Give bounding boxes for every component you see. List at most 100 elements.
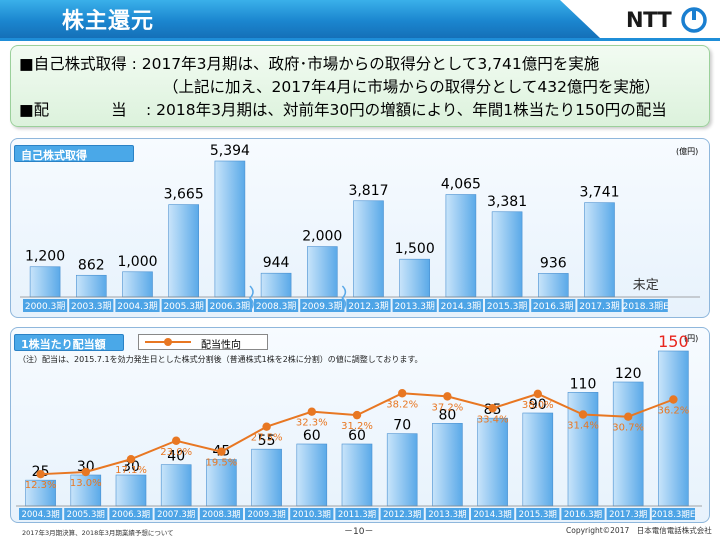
buyback-value-label: 3,665 [164,187,204,203]
buyback-tick-label: 2004.3期 [117,301,158,312]
payout-ratio-point [578,410,588,419]
buyback-bar [399,258,431,298]
buyback-tick-bg [392,299,437,312]
dividend-tick-bg [516,508,560,520]
buyback-tick-label: 2005.3期 [163,301,204,312]
buyback-value-label: 1,200 [25,249,65,265]
payout-ratio-label: 33.4% [477,414,509,425]
summary-buyback-line: ■自己株式取得 : 2017年3月期は、政府･市場からの取得分として3,741億… [19,55,600,73]
buyback-bar [260,272,292,298]
buyback-tick-label: 2017.3期 [579,301,620,312]
legend: 配当性向 [138,334,268,351]
dividend-value-label: 110 [570,376,597,392]
dividend-bar [70,474,102,507]
dividend-tick-bg [606,508,650,520]
dividend-tick-label: 2006.3期 [112,510,150,520]
buyback-tick-bg [23,299,68,312]
dividend-bar [341,443,373,507]
buyback-value-label: 4,065 [441,177,481,193]
buyback-tick-label: 2003.3期 [71,301,112,312]
dividend-value-label: 90 [529,397,547,413]
payout-ratio-point [262,422,271,431]
buyback-tick-label: 2012.3期 [348,301,389,312]
buyback-tick-label: 2014.3期 [441,301,482,312]
dividend-bar [612,381,644,507]
dividend-value-label: 60 [348,428,366,444]
logo-text: NTT [626,8,672,32]
axis-break-mark [248,285,254,311]
dividend-value-label: 80 [438,407,456,423]
buyback-tick-bg [300,299,345,312]
buyback-tick-bg [438,299,483,312]
dividend-bar [386,433,418,507]
buyback-bar [584,202,615,298]
dividend-tick-bg [245,508,289,520]
buyback-bar [29,266,61,298]
buyback-tick-bg [623,299,668,312]
dividend-value-label: 30 [122,459,140,475]
buyback-bar [353,200,384,298]
dividend-tick-label: 2005.3期 [67,510,105,520]
dividend-tick-bg [64,508,108,520]
buyback-bar [168,204,199,298]
payout-ratio-point [81,467,91,477]
dividend-value-label: 40 [167,449,185,465]
buyback-tick-bg [485,299,530,312]
buyback-bar [537,273,569,298]
dividend-bar [115,474,147,507]
ntt-logo-icon [681,7,707,33]
payout-ratio-label: 12.3% [25,480,57,491]
page-number: －10－ [344,527,374,537]
buyback-value-label: 862 [78,257,105,273]
buyback-value-label: 1,000 [117,254,157,270]
payout-ratio-point [398,389,407,398]
buyback-tick-bg [346,299,391,312]
dividend-value-label: 70 [393,418,411,434]
buyback-unit: (億円) [676,147,699,156]
dividend-tick-label: 2008.3期 [202,510,240,520]
dividend-tick-label: 2014.3期 [473,510,511,520]
buyback-chart-title: 自己株式取得 [14,145,134,162]
dividend-tick-bg [561,508,605,520]
buyback-tick-bg [115,299,160,312]
dividend-tick-label: 2016.3期 [564,510,602,520]
dividend-tick-label: 2007.3期 [157,510,195,520]
buyback-bar [122,271,153,298]
dividend-bar [432,423,463,507]
payout-ratio-label: 31.2% [341,421,373,432]
dividend-bar [206,459,237,507]
buyback-tick-label: 2013.3期 [394,301,435,312]
dividend-bar [251,448,282,507]
summary-dividend-line: : 2018年3月期は、対前年30円の増額により、年間1株当たり150円の配当 [146,101,667,119]
dividend-tick-label: 2015.3期 [519,510,557,520]
dividend-tick-bg [425,508,469,520]
dividend-tick-label: 2009.3期 [247,510,285,520]
payout-ratio-point [36,469,45,479]
payout-ratio-label: 38.2% [386,399,418,410]
payout-ratio-label: 30.7% [612,423,644,434]
buyback-bar [491,211,523,298]
title-underline [0,38,720,41]
payout-ratio-point [533,389,542,399]
payout-ratio-point [172,436,181,445]
buyback-bar [445,194,477,298]
payout-ratio-label: 38.0% [522,400,554,411]
buyback-value-label: 2,000 [302,229,342,245]
dividend-tick-label: 2017.3期 [609,510,647,520]
payout-ratio-label: 31.4% [567,421,599,432]
buyback-value-label: 未定 [633,278,659,293]
footer-left: 2017年3月期決算、2018年3月期業績予想について [22,529,174,537]
dividend-tick-label: 2012.3期 [383,510,421,520]
buyback-tick-bg [254,299,299,312]
buyback-value-label: 936 [540,255,567,271]
payout-ratio-label: 13.0% [70,478,102,489]
buyback-bar [214,160,246,298]
buyback-tick-bg [69,299,114,312]
buyback-tick-label: 2015.3期 [487,301,528,312]
buyback-tick-label: 2000.3期 [25,301,66,312]
dividend-note: （注）配当は、2015.7.1を効力発生日とした株式分割後（普通株式1株を2株に… [18,355,423,364]
buyback-value-label: 3,817 [348,183,388,199]
payout-ratio-point [624,412,633,421]
dividend-value-label: 120 [615,366,642,382]
